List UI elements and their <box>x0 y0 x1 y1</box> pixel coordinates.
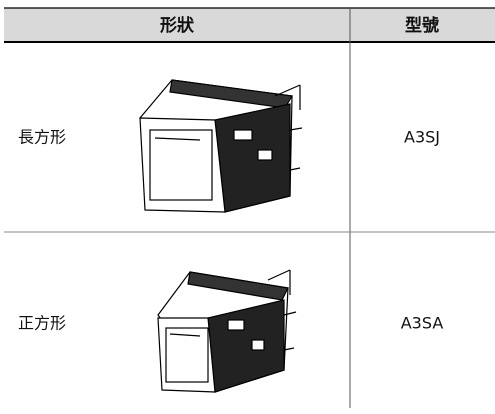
model-name: A3SA <box>401 314 444 333</box>
header-shape: 形狀 <box>160 15 195 36</box>
header-model: 型號 <box>405 15 439 36</box>
shape-name: 長方形 <box>18 128 66 147</box>
shape-name: 正方形 <box>18 314 66 333</box>
switch-illustration-square <box>157 269 297 393</box>
switch-illustration-rectangular <box>139 79 303 213</box>
header-background <box>4 8 495 42</box>
model-name: A3SJ <box>404 128 440 147</box>
